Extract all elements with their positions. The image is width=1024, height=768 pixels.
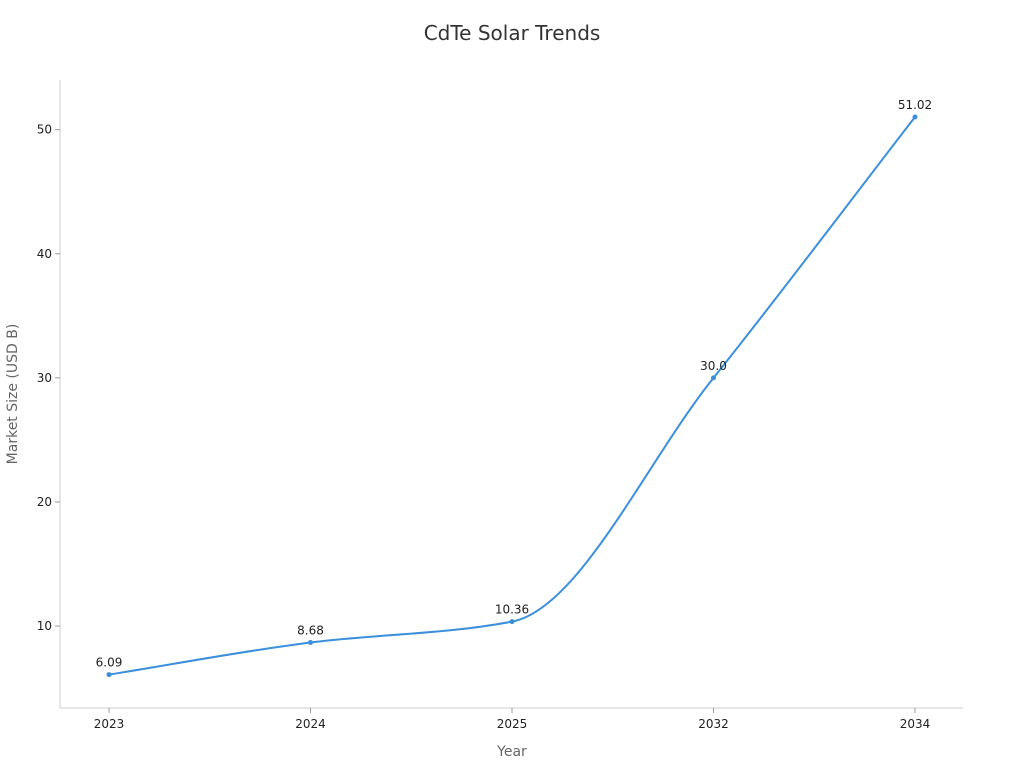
y-tick-label: 10 <box>37 619 52 633</box>
data-point <box>912 114 918 120</box>
y-tick-label: 20 <box>37 495 52 509</box>
y-axis-title: Market Size (USD B) <box>5 324 21 465</box>
chart-title: CdTe Solar Trends <box>424 21 601 45</box>
data-label: 30.0 <box>700 359 727 373</box>
data-point <box>711 375 716 381</box>
data-point <box>509 619 515 625</box>
y-tick-label: 40 <box>37 247 52 261</box>
data-label: 51.02 <box>898 98 932 112</box>
data-label: 6.09 <box>96 656 123 670</box>
x-tick-label: 2023 <box>94 717 125 731</box>
data-point <box>106 672 112 678</box>
x-tick-label: 2034 <box>900 717 931 731</box>
x-axis-ticks: 2023 2024 2025 2032 2034 <box>94 708 931 731</box>
y-tick-label: 30 <box>37 371 52 385</box>
data-point <box>308 639 313 645</box>
y-tick-label: 50 <box>37 123 52 137</box>
y-axis-ticks: 10 20 30 40 50 <box>37 123 60 633</box>
data-label: 10.36 <box>495 603 529 617</box>
data-label: 8.68 <box>297 623 324 637</box>
x-axis-title: Year <box>496 744 527 760</box>
data-points <box>106 114 918 678</box>
x-tick-label: 2024 <box>295 717 326 731</box>
data-labels: 6.09 8.68 10.36 30.0 51.02 <box>96 98 933 670</box>
x-tick-label: 2032 <box>698 717 729 731</box>
x-tick-label: 2025 <box>497 717 528 731</box>
series-line <box>108 116 916 676</box>
